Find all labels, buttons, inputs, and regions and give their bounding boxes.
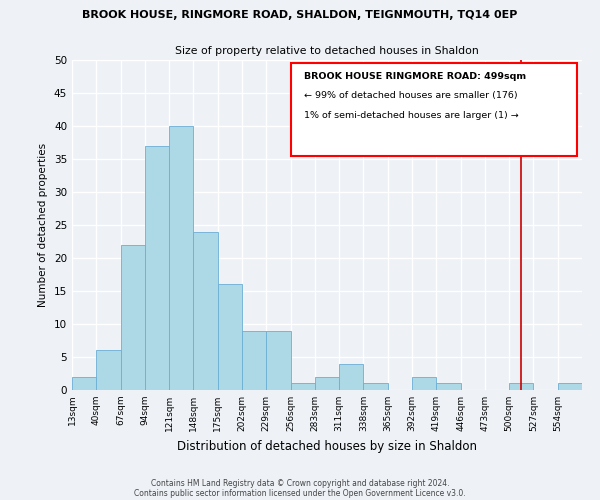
Bar bbox=[558, 384, 582, 390]
Bar bbox=[509, 384, 533, 390]
Bar bbox=[242, 330, 266, 390]
Y-axis label: Number of detached properties: Number of detached properties bbox=[38, 143, 49, 307]
Bar bbox=[412, 377, 436, 390]
Bar bbox=[96, 350, 121, 390]
Bar bbox=[121, 245, 145, 390]
Title: Size of property relative to detached houses in Shaldon: Size of property relative to detached ho… bbox=[175, 46, 479, 56]
Bar bbox=[169, 126, 193, 390]
Text: BROOK HOUSE RINGMORE ROAD: 499sqm: BROOK HOUSE RINGMORE ROAD: 499sqm bbox=[304, 72, 526, 80]
Bar bbox=[339, 364, 364, 390]
Bar bbox=[436, 384, 461, 390]
FancyBboxPatch shape bbox=[291, 64, 577, 156]
Text: 1% of semi-detached houses are larger (1) →: 1% of semi-detached houses are larger (1… bbox=[304, 111, 519, 120]
X-axis label: Distribution of detached houses by size in Shaldon: Distribution of detached houses by size … bbox=[177, 440, 477, 452]
Bar bbox=[72, 377, 96, 390]
Bar bbox=[364, 384, 388, 390]
Text: Contains public sector information licensed under the Open Government Licence v3: Contains public sector information licen… bbox=[134, 488, 466, 498]
Bar bbox=[266, 330, 290, 390]
Bar bbox=[193, 232, 218, 390]
Bar bbox=[218, 284, 242, 390]
Text: Contains HM Land Registry data © Crown copyright and database right 2024.: Contains HM Land Registry data © Crown c… bbox=[151, 478, 449, 488]
Text: BROOK HOUSE, RINGMORE ROAD, SHALDON, TEIGNMOUTH, TQ14 0EP: BROOK HOUSE, RINGMORE ROAD, SHALDON, TEI… bbox=[82, 10, 518, 20]
Bar bbox=[315, 377, 339, 390]
Text: ← 99% of detached houses are smaller (176): ← 99% of detached houses are smaller (17… bbox=[304, 92, 518, 100]
Bar bbox=[290, 384, 315, 390]
Bar bbox=[145, 146, 169, 390]
